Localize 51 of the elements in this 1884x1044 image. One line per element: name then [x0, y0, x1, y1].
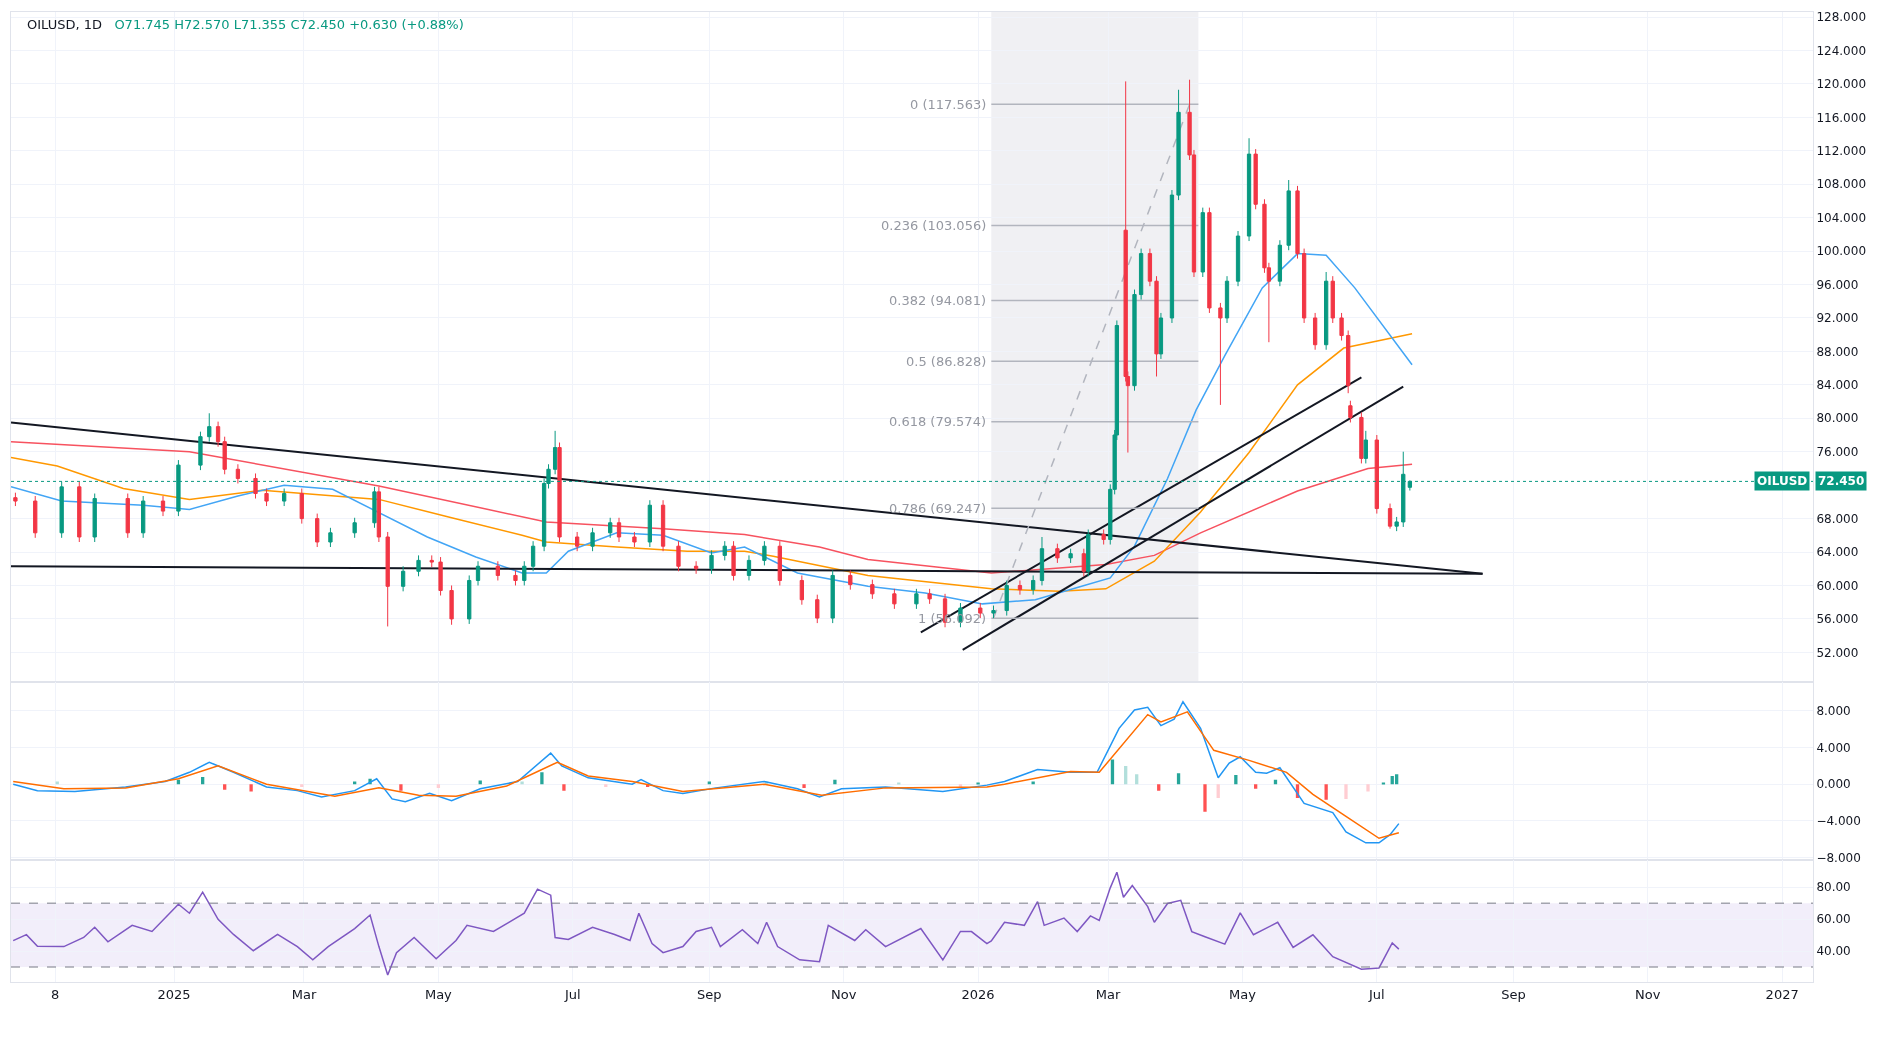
ref-line-label: OILUSD — [1757, 474, 1808, 488]
chart-title: OILUSD, 1D — [27, 17, 102, 32]
series-label: 0.382 (94.081) — [889, 293, 986, 308]
x-tick-label: 8 — [50, 986, 60, 1002]
x-tick-label: 2027 — [1765, 986, 1799, 1002]
x-tick-label: Sep — [1501, 986, 1526, 1002]
series-label: 0 (117.563) — [910, 97, 987, 112]
series-label: 0.5 (86.828) — [906, 354, 987, 369]
y-tick-label: 120.000 — [1816, 77, 1867, 92]
y-tick-label: 4.000 — [1816, 740, 1851, 755]
x-tick-label: 2025 — [157, 986, 191, 1002]
x-tick-label: May — [1228, 986, 1257, 1002]
y-tick-label: 40.00 — [1816, 944, 1851, 959]
y-tick-label: 0.000 — [1816, 777, 1851, 792]
x-tick-label: 2026 — [961, 986, 995, 1002]
y-tick-label: 84.000 — [1816, 378, 1859, 393]
x-tick-label: Jul — [1367, 986, 1385, 1002]
x-tick-label: Mar — [1095, 986, 1121, 1002]
series-label: 0.618 (79.574) — [889, 414, 986, 429]
x-tick-label: Nov — [1635, 986, 1661, 1002]
series-label: 0.786 (69.247) — [889, 501, 986, 516]
y-tick-label: 116.000 — [1816, 110, 1867, 125]
y-tick-label: 60.000 — [1816, 578, 1859, 593]
y-tick-label: 64.000 — [1816, 545, 1859, 560]
y-tick-label: 128.000 — [1816, 10, 1867, 25]
y-tick-label: 56.000 — [1816, 612, 1859, 627]
y-tick-label: 92.000 — [1816, 311, 1859, 326]
x-tick-label: Nov — [831, 986, 857, 1002]
x-tick-label: May — [424, 986, 453, 1002]
y-tick-label: 96.000 — [1816, 277, 1859, 292]
y-tick-label: 88.000 — [1816, 344, 1859, 359]
y-tick-label: 100.000 — [1816, 244, 1867, 259]
y-tick-label: −8.000 — [1816, 850, 1861, 865]
y-tick-label: 104.000 — [1816, 210, 1867, 225]
y-tick-label: 108.000 — [1816, 177, 1867, 192]
y-tick-label: 124.000 — [1816, 43, 1867, 58]
chart-subtitle: O71.745 H72.570 L71.355 C72.450 +0.630 (+0.88%) — [114, 17, 464, 32]
y-tick-label: 80.00 — [1816, 880, 1851, 895]
series-label: 0.236 (103.056) — [881, 218, 987, 233]
y-tick-label: 60.00 — [1816, 912, 1851, 927]
x-tick-label: Jul — [563, 986, 581, 1002]
y-tick-label: 112.000 — [1816, 143, 1867, 158]
y-tick-label: −4.000 — [1816, 814, 1861, 829]
text: 72.450 — [1818, 474, 1865, 488]
x-tick-label: Mar — [291, 986, 317, 1002]
y-tick-label: 80.000 — [1816, 411, 1859, 426]
y-tick-label: 76.000 — [1816, 444, 1859, 459]
y-tick-label: 8.000 — [1816, 704, 1851, 719]
y-tick-label: 52.000 — [1816, 645, 1859, 660]
y-tick-label: 68.000 — [1816, 511, 1859, 526]
x-tick-label: Sep — [697, 986, 722, 1002]
